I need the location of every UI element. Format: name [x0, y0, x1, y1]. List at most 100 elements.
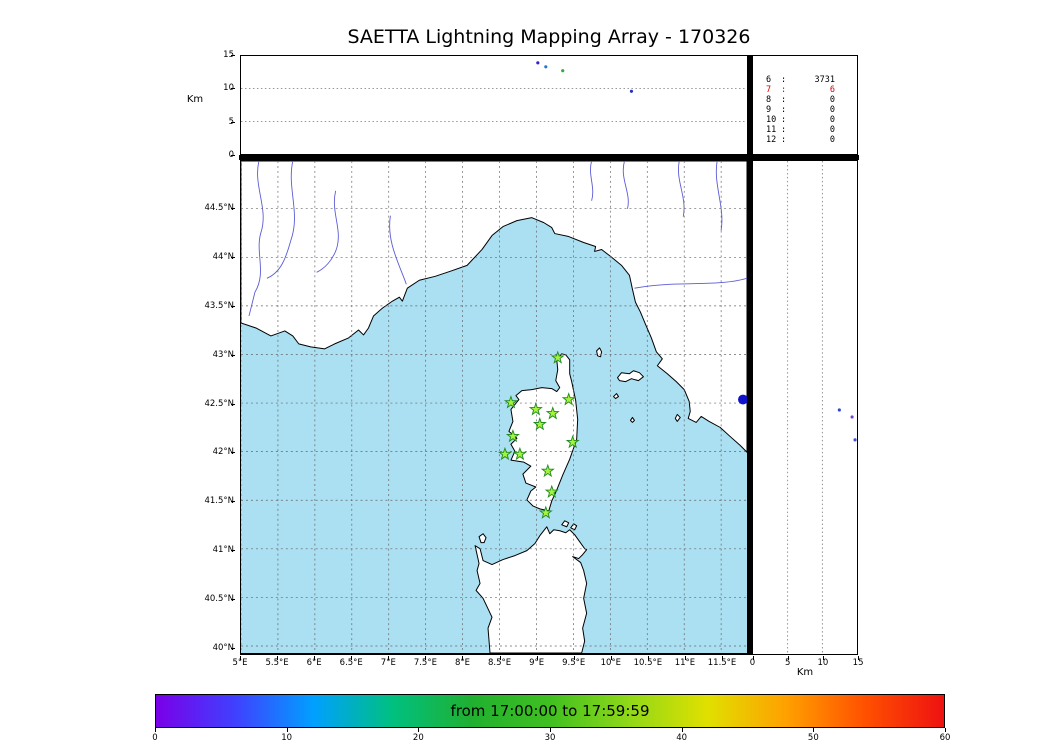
map-y-tick-label: 40°N	[212, 642, 234, 653]
altitude-right-plot	[787, 161, 857, 654]
coastline-corsica	[508, 353, 579, 512]
island-asinara	[478, 533, 487, 544]
alt-y-tick	[231, 55, 235, 56]
map-x-tick-label: 8°E	[454, 658, 470, 668]
colorbar-tick	[681, 728, 683, 732]
map-x-tick-label: 6°E	[306, 658, 322, 668]
stats-colon: :	[781, 105, 787, 115]
map-y-tick	[231, 354, 235, 356]
river-line	[248, 161, 264, 317]
rivers	[248, 161, 747, 317]
lightning-source-point	[850, 415, 854, 419]
stats-station-id: 11	[766, 125, 777, 135]
river-line	[622, 161, 629, 209]
lightning-source-point	[853, 438, 857, 442]
colorbar-tick-label: 40	[676, 733, 688, 743]
altitude-axis-label: Km	[186, 94, 204, 105]
stats-colon: :	[781, 115, 787, 125]
map-x-tick-label: 7.5°E	[413, 658, 437, 668]
lma-station-marker	[540, 463, 555, 478]
right-x-tick-label: 15	[852, 658, 864, 668]
station-stats-panel: 6:3731 7:6 8:0 9:0 10:0 11:0 12:0	[752, 55, 858, 155]
map-x-tick	[425, 656, 427, 660]
lightning-source-point	[536, 61, 540, 65]
panel-divider-vertical	[748, 55, 752, 655]
lma-station-marker	[565, 434, 580, 449]
lma-station-marker	[561, 392, 576, 406]
colorbar-tick	[550, 728, 551, 732]
stats-station-id: 9	[766, 105, 772, 115]
map-y-tick	[231, 550, 235, 552]
map-x-tick	[462, 656, 464, 660]
stats-colon: :	[781, 125, 787, 135]
stats-row: 8: 0	[753, 95, 857, 105]
stats-colon: :	[781, 135, 787, 145]
lma-station-marker	[528, 402, 543, 416]
map-y-tick-label: 44.5°N	[204, 203, 234, 213]
lightning-source-point	[629, 89, 634, 93]
alt-y-tick-label: 10	[223, 83, 234, 94]
stats-source-count: 0	[829, 125, 835, 135]
map-x-tick-label: 7°E	[380, 658, 396, 668]
stats-source-count: 0	[829, 95, 835, 105]
stats-row: 12: 0	[753, 135, 857, 145]
map-x-tick	[722, 656, 724, 660]
map-plot	[241, 161, 747, 653]
island-elba	[617, 370, 644, 383]
map-y-tick-label: 41.5°N	[204, 496, 234, 507]
colorbar-tick	[945, 728, 946, 732]
island-maddalena	[561, 520, 570, 528]
map-x-tick	[647, 656, 649, 660]
alt-y-tick	[231, 154, 235, 156]
stats-station-id: 7	[766, 85, 772, 95]
stats-row: 9: 0	[753, 105, 857, 115]
map-y-tick	[231, 647, 235, 649]
map-x-tick-label: 8.5°E	[487, 658, 512, 668]
map-x-tick	[351, 656, 353, 660]
stats-colon: :	[781, 75, 787, 85]
altitude-top-panel	[240, 55, 748, 155]
map-x-tick	[684, 656, 686, 660]
stats-row: 6: 3731	[753, 75, 857, 85]
map-y-tick-label: 40.5°N	[204, 594, 234, 605]
stats-station-id: 8	[766, 95, 772, 105]
map-x-tick-label: 10.5°E	[633, 658, 663, 668]
map-x-tick	[536, 656, 538, 660]
map-y-tick-label: 42°N	[212, 447, 234, 458]
lightning-cluster-dot	[738, 394, 747, 405]
map-y-tick	[231, 452, 235, 454]
colorbar-tick-label: 20	[412, 733, 424, 743]
stats-colon: :	[781, 95, 787, 105]
island-pianosa	[613, 393, 620, 400]
island-montecristo	[629, 416, 635, 423]
alt-y-tick-label: 5	[196, 117, 234, 127]
map-x-tick-label: 5.5°E	[265, 658, 289, 668]
lma-station-marker	[497, 446, 512, 461]
stats-source-count: 3731	[814, 75, 835, 85]
map-y-tick	[231, 305, 235, 307]
map-y-tick-label: 41°N	[212, 545, 234, 556]
map-x-tick	[499, 656, 501, 660]
colorbar-tick	[418, 728, 420, 732]
right-panel-axis-label: Km	[796, 667, 814, 678]
altitude-right-panel	[752, 160, 858, 655]
map-x-tick-label: 9.5°E	[562, 658, 586, 668]
panel-divider-horizontal	[239, 155, 859, 160]
map-y-tick	[231, 256, 235, 258]
map-x-tick	[610, 656, 612, 660]
map-y-tick-label: 43°N	[212, 349, 234, 360]
river-line	[266, 161, 295, 279]
map-x-tick-label: 11°E	[674, 658, 696, 668]
map-y-tick-label: 43.5°N	[204, 300, 234, 311]
lma-station-marker	[550, 350, 565, 364]
map-y-tick	[231, 501, 235, 503]
colorbar-tick-label: 30	[544, 733, 556, 743]
river-line	[715, 161, 723, 231]
map-panel	[240, 160, 748, 655]
stats-source-count: 0	[829, 135, 835, 145]
right-x-tick	[822, 656, 824, 660]
colorbar-tick	[286, 728, 288, 732]
alt-y-tick	[231, 121, 235, 123]
island-giglio	[674, 413, 681, 422]
map-y-tick	[231, 403, 235, 405]
